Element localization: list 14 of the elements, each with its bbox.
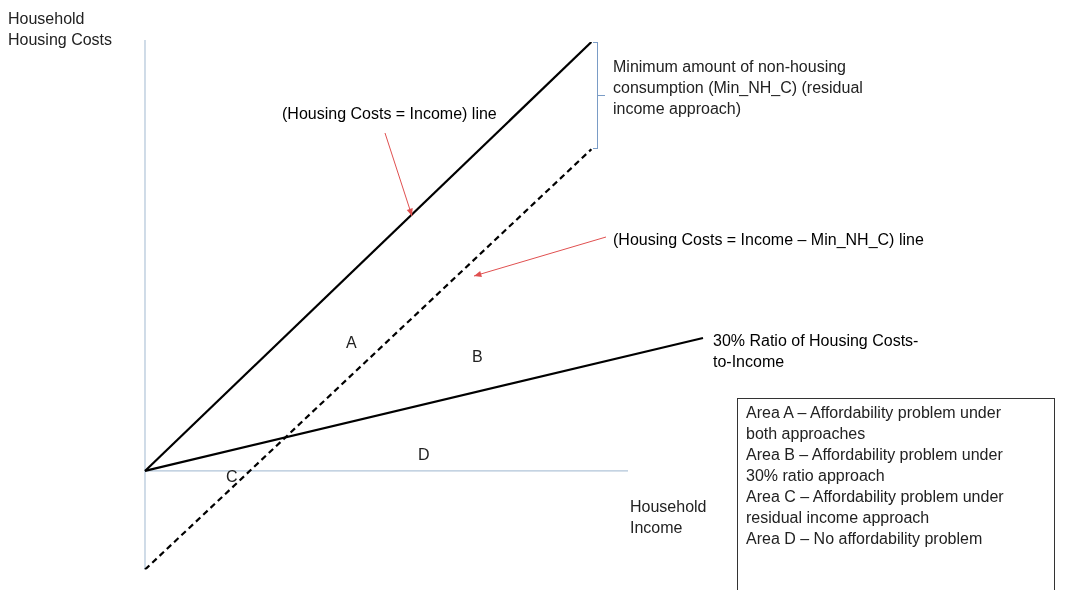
annotation: B — [472, 347, 483, 367]
text: Area A – Affordability problem under both approaches — [746, 403, 1002, 444]
text: Area D – No affordability problem — [746, 529, 984, 549]
text: Area C – Affordability problem under residual income approach — [746, 487, 1005, 528]
annotation: C — [226, 467, 238, 487]
x-axis-title: Household Income — [630, 497, 708, 538]
text: (Housing Costs = Income – Min_NH_C) line — [613, 230, 925, 250]
annotation: Minimum amount of non-housing consumption (Min_NH_C) (residual income approach) — [613, 57, 864, 119]
series-label: (Housing Costs = Income) line — [282, 104, 498, 124]
annotation: D — [418, 445, 430, 465]
y-axis-title: Household Housing Costs — [8, 9, 114, 50]
annotation: A — [346, 333, 357, 353]
text: Area B – Affordability problem under 30% ratio approach — [746, 445, 1004, 486]
series-label: 30% Ratio of Housing Costs-to-Income — [713, 331, 920, 372]
